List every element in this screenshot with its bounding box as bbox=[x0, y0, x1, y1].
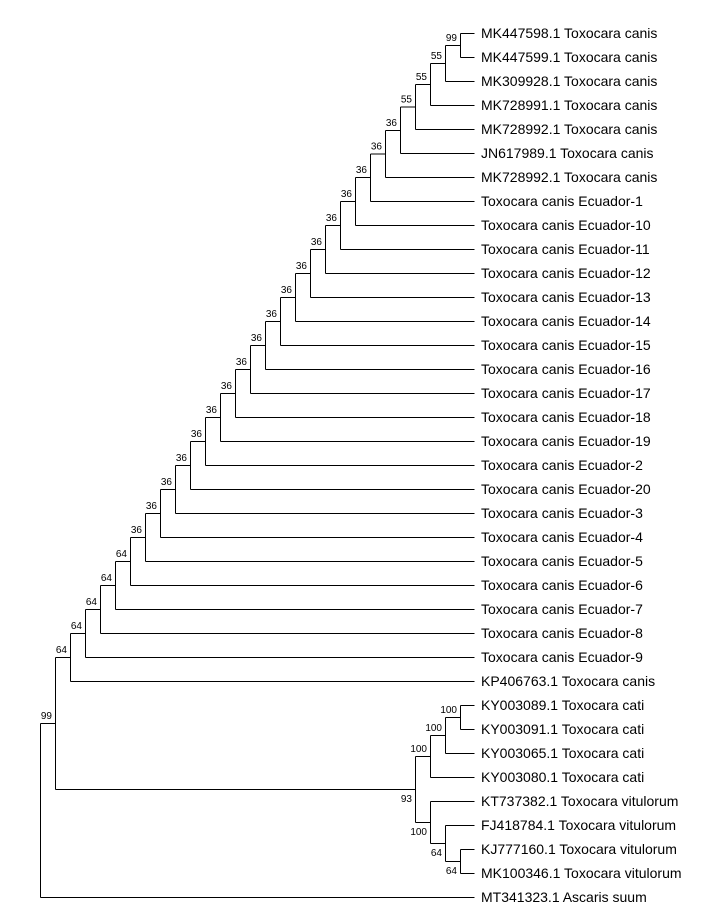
taxon-label: Toxocara canis Ecuador-11 bbox=[481, 241, 650, 257]
bootstrap-value: 99 bbox=[446, 33, 458, 44]
taxon-label: Toxocara canis Ecuador-18 bbox=[481, 409, 651, 425]
taxon-labels: MK447598.1 Toxocara canis MK447599.1 Toxo… bbox=[481, 25, 682, 905]
bootstrap-value: 36 bbox=[191, 429, 203, 440]
bootstrap-value: 36 bbox=[146, 501, 158, 512]
taxon-label: MK447599.1 Toxocara canis bbox=[481, 49, 657, 65]
taxon-label: Toxocara canis Ecuador-9 bbox=[481, 649, 643, 665]
bootstrap-value: 36 bbox=[236, 357, 248, 368]
bootstrap-value: 36 bbox=[266, 309, 278, 320]
bootstrap-value: 55 bbox=[401, 95, 413, 106]
bootstrap-value: 93 bbox=[401, 794, 413, 805]
bootstrap-value: 36 bbox=[356, 165, 368, 176]
bootstrap-value: 64 bbox=[56, 645, 68, 656]
taxon-label: Toxocara canis Ecuador-14 bbox=[481, 313, 651, 329]
taxon-label: Toxocara canis Ecuador-1 bbox=[481, 193, 643, 209]
bootstrap-value: 64 bbox=[446, 866, 458, 877]
bootstrap-value: 36 bbox=[281, 285, 293, 296]
bootstrap-support-labels: 9955555536363636363636363636363636363636… bbox=[41, 33, 458, 877]
bootstrap-value: 36 bbox=[341, 189, 353, 200]
bootstrap-value: 36 bbox=[386, 118, 398, 129]
bootstrap-value: 36 bbox=[251, 333, 263, 344]
taxon-label: MT341323.1 Ascaris suum bbox=[481, 889, 647, 905]
taxon-label: Toxocara canis Ecuador-5 bbox=[481, 553, 643, 569]
bootstrap-value: 36 bbox=[371, 141, 383, 152]
taxon-label: Toxocara canis Ecuador-6 bbox=[481, 577, 643, 593]
bootstrap-value: 55 bbox=[416, 72, 428, 83]
taxon-label: MK100346.1 Toxocara vitulorum bbox=[481, 865, 682, 881]
bootstrap-value: 64 bbox=[101, 573, 113, 584]
tree-branches bbox=[40, 33, 475, 898]
bootstrap-value: 100 bbox=[440, 705, 457, 716]
taxon-label: Toxocara canis Ecuador-20 bbox=[481, 481, 651, 497]
taxon-label: Toxocara canis Ecuador-3 bbox=[481, 505, 643, 521]
taxon-label: Toxocara canis Ecuador-12 bbox=[481, 265, 651, 281]
taxon-label: Toxocara canis Ecuador-17 bbox=[481, 385, 651, 401]
taxon-label: KY003089.1 Toxocara cati bbox=[481, 697, 644, 713]
bootstrap-value: 100 bbox=[410, 827, 427, 838]
bootstrap-value: 64 bbox=[71, 621, 83, 632]
bootstrap-value: 99 bbox=[41, 711, 53, 722]
bootstrap-value: 36 bbox=[206, 405, 218, 416]
bootstrap-value: 64 bbox=[86, 597, 98, 608]
bootstrap-value: 64 bbox=[116, 549, 128, 560]
taxon-label: KY003091.1 Toxocara cati bbox=[481, 721, 644, 737]
taxon-label: MK728991.1 Toxocara canis bbox=[481, 97, 657, 113]
taxon-label: MK728992.1 Toxocara canis bbox=[481, 121, 657, 137]
bootstrap-value: 36 bbox=[131, 525, 143, 536]
taxon-label: Toxocara canis Ecuador-19 bbox=[481, 433, 651, 449]
bootstrap-value: 36 bbox=[176, 453, 188, 464]
taxon-label: Toxocara canis Ecuador-2 bbox=[481, 457, 643, 473]
bootstrap-value: 64 bbox=[431, 848, 443, 859]
taxon-label: MK309928.1 Toxocara canis bbox=[481, 73, 657, 89]
bootstrap-value: 36 bbox=[296, 261, 308, 272]
bootstrap-value: 36 bbox=[326, 213, 338, 224]
taxon-label: JN617989.1 Toxocara canis bbox=[481, 145, 654, 161]
taxon-label: KJ777160.1 Toxocara vitulorum bbox=[481, 841, 677, 857]
taxon-label: MK447598.1 Toxocara canis bbox=[481, 25, 657, 41]
taxon-label: Toxocara canis Ecuador-10 bbox=[481, 217, 651, 233]
taxon-label: Toxocara canis Ecuador-4 bbox=[481, 529, 643, 545]
taxon-label: Toxocara canis Ecuador-8 bbox=[481, 625, 643, 641]
taxon-label: Toxocara canis Ecuador-15 bbox=[481, 337, 651, 353]
taxon-label: Toxocara canis Ecuador-13 bbox=[481, 289, 651, 305]
taxon-label: KY003065.1 Toxocara cati bbox=[481, 745, 644, 761]
bootstrap-value: 55 bbox=[431, 51, 443, 62]
bootstrap-value: 100 bbox=[410, 744, 427, 755]
bootstrap-value: 36 bbox=[221, 381, 233, 392]
taxon-label: KY003080.1 Toxocara cati bbox=[481, 769, 644, 785]
bootstrap-value: 36 bbox=[161, 477, 173, 488]
taxon-label: KT737382.1 Toxocara vitulorum bbox=[481, 793, 678, 809]
bootstrap-value: 100 bbox=[425, 723, 442, 734]
taxon-label: Toxocara canis Ecuador-16 bbox=[481, 361, 651, 377]
bootstrap-value: 36 bbox=[311, 237, 323, 248]
taxon-label: Toxocara canis Ecuador-7 bbox=[481, 601, 643, 617]
taxon-label: FJ418784.1 Toxocara vitulorum bbox=[481, 817, 676, 833]
taxon-label: MK728992.1 Toxocara canis bbox=[481, 169, 657, 185]
taxon-label: KP406763.1 Toxocara canis bbox=[481, 673, 655, 689]
